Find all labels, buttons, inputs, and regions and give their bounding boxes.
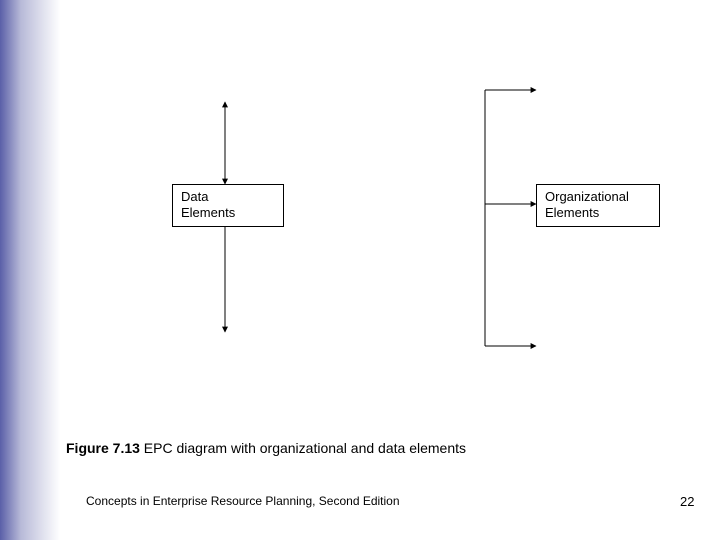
connector-layer: [0, 0, 720, 540]
data-elements-box: Data Elements: [172, 184, 284, 227]
slide-page: Data Elements Organizational Elements Fi…: [0, 0, 720, 540]
page-number: 22: [680, 494, 694, 509]
figure-caption: Figure 7.13 EPC diagram with organizatio…: [66, 440, 466, 456]
figure-number: Figure 7.13: [66, 440, 140, 456]
data-elements-label-line1: Data: [181, 189, 275, 205]
footer-source: Concepts in Enterprise Resource Planning…: [86, 494, 400, 508]
org-elements-label-line1: Organizational: [545, 189, 651, 205]
figure-caption-text: EPC diagram with organizational and data…: [140, 440, 466, 456]
org-elements-label-line2: Elements: [545, 205, 651, 221]
org-elements-box: Organizational Elements: [536, 184, 660, 227]
data-elements-label-line2: Elements: [181, 205, 275, 221]
